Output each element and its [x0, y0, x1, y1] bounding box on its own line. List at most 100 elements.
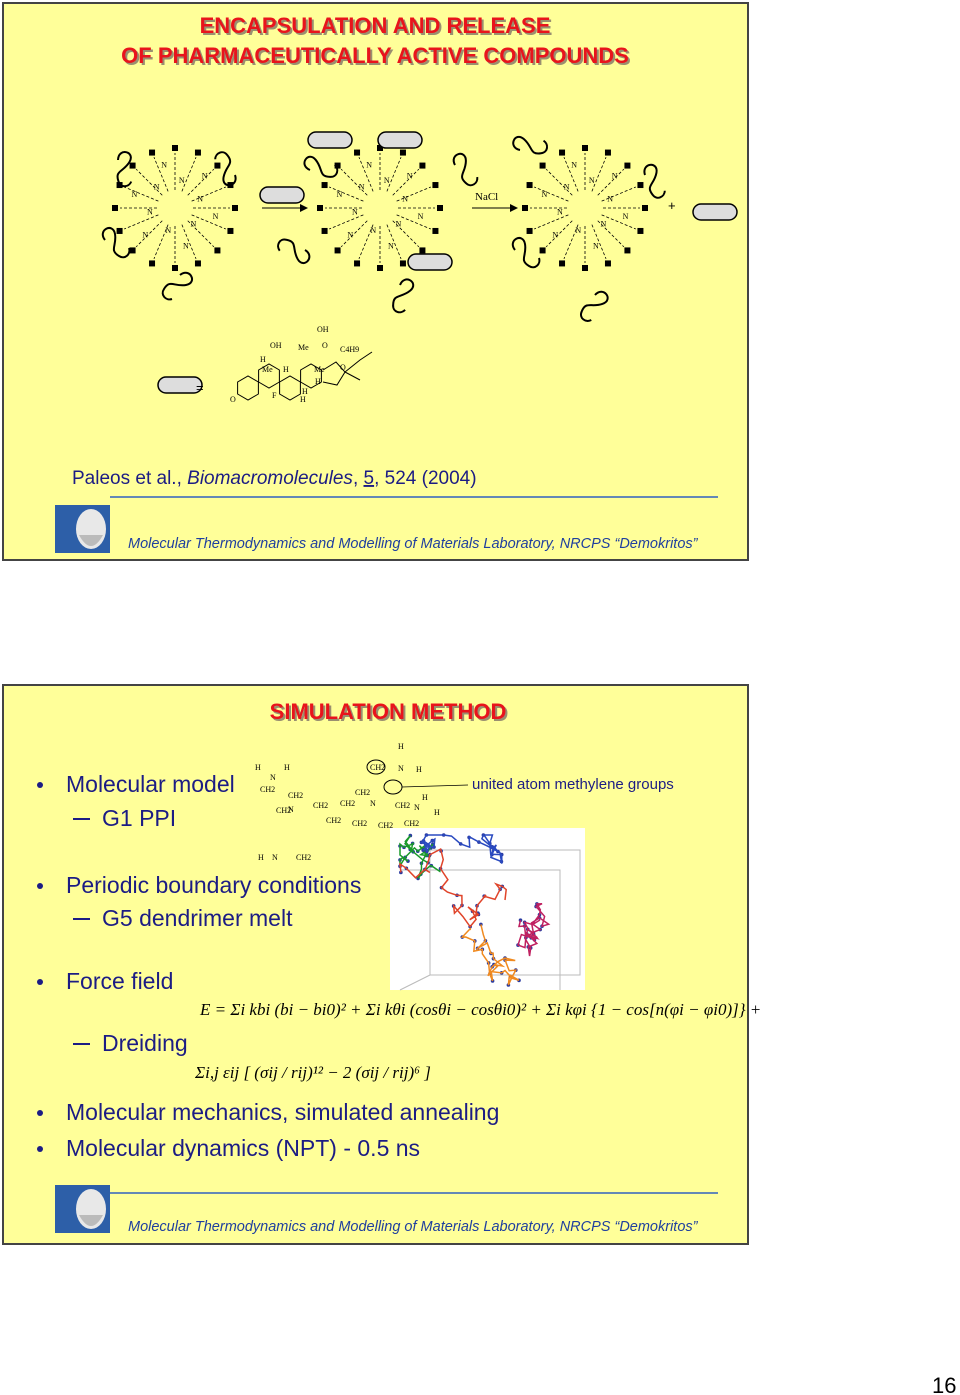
end-group	[642, 205, 648, 211]
chem-label: H	[416, 765, 422, 774]
chem-label: C4H9	[340, 345, 359, 354]
capsule	[157, 376, 203, 394]
branch	[597, 220, 625, 248]
slide-1	[2, 2, 749, 561]
slide-title-shadow: OF PHARMACEUTICALLY ACTIVE COMPOUNDS	[123, 45, 631, 70]
drug-molecule	[511, 237, 541, 269]
drug-molecule	[161, 271, 193, 301]
chem-label: N	[398, 764, 404, 773]
footer: Molecular Thermodynamics and Modelling o…	[128, 536, 699, 552]
end-group	[377, 265, 383, 271]
branch	[392, 168, 420, 196]
branch	[329, 214, 364, 230]
footer: Molecular Thermodynamics and Modelling o…	[128, 1219, 699, 1235]
equals: =	[196, 380, 204, 395]
branch	[153, 224, 169, 259]
atom-label: N	[564, 183, 570, 192]
plus: +	[668, 198, 676, 213]
capsule	[692, 203, 738, 221]
drug-molecule	[512, 136, 548, 155]
ref-rest: 524 (2004)	[385, 468, 477, 489]
drug-molecule	[303, 155, 339, 178]
chem-label: CH2	[276, 806, 291, 815]
atom-label: N	[557, 208, 563, 217]
end-group	[604, 260, 611, 267]
capsule	[407, 253, 453, 271]
simulation-image	[390, 828, 585, 990]
branch	[153, 157, 169, 192]
chem-label: H	[255, 763, 261, 772]
atom-label: N	[142, 231, 148, 240]
end-group	[522, 205, 528, 211]
chem-label: H	[258, 853, 264, 862]
chem-label: O	[340, 363, 346, 372]
atom-label: N	[589, 176, 595, 185]
end-group	[321, 227, 328, 234]
branch	[191, 186, 226, 202]
chem-label: CH2	[378, 821, 393, 830]
bullet	[37, 883, 43, 889]
chem-label: O	[322, 341, 328, 350]
end-group	[149, 149, 156, 156]
branch	[563, 224, 579, 259]
ring	[258, 363, 280, 389]
reference: Paleos et al., Biomacromolecules, 5, 524…	[72, 468, 477, 489]
atom-label: N	[418, 212, 424, 221]
branch	[181, 157, 197, 192]
chem-label: H	[302, 387, 308, 396]
atom-label: N	[607, 194, 613, 203]
atom-label: N	[132, 190, 138, 199]
chain	[399, 847, 507, 928]
end-group	[637, 227, 644, 234]
chem-label: CH2	[352, 819, 367, 828]
chem-label: H	[434, 808, 440, 817]
atom-label: N	[190, 219, 196, 228]
atom-label: N	[202, 171, 208, 180]
atom-label: N	[154, 183, 160, 192]
chem-label: H	[398, 742, 404, 751]
equation: E = Σi kbi (bi − bi0)² + Σi kθi (cosθi −…	[199, 1000, 761, 1019]
chem-label: CH2	[395, 801, 410, 810]
end-group	[354, 260, 361, 267]
end-group	[116, 227, 123, 234]
atom-label: N	[388, 242, 394, 251]
end-group	[419, 247, 426, 254]
chem-label: H	[283, 365, 289, 374]
branch	[396, 186, 431, 202]
chem-label: CH2	[404, 819, 419, 828]
chem-label: Me	[298, 343, 309, 352]
end-group	[129, 247, 136, 254]
end-group	[334, 247, 341, 254]
bullet-text: Molecular dynamics (NPT) - 0.5 ns	[66, 1135, 420, 1161]
slide-title-shadow: SIMULATION METHOD	[272, 701, 509, 726]
end-group	[334, 162, 341, 169]
branch	[534, 186, 569, 202]
sub-bullet: Dreiding	[102, 1030, 188, 1056]
chem-label: OH	[270, 341, 282, 350]
end-group	[214, 162, 221, 169]
end-group	[582, 145, 588, 151]
reagent: NaCl	[475, 191, 498, 203]
branch	[358, 157, 374, 192]
atom-label: N	[407, 171, 413, 180]
branch	[563, 157, 579, 192]
end-group	[399, 149, 406, 156]
slide-title: OF PHARMACEUTICALLY ACTIVE COMPOUNDS	[121, 43, 629, 68]
pointer	[401, 784, 469, 788]
branch	[124, 214, 159, 230]
end-group	[637, 182, 644, 189]
chem-label: H	[422, 793, 428, 802]
atom-label: N	[395, 219, 401, 228]
atom-label: N	[197, 194, 203, 203]
branch	[135, 168, 163, 196]
atom-label: N	[542, 190, 548, 199]
bullet-text: Periodic boundary conditions	[66, 872, 361, 898]
end-group	[526, 182, 533, 189]
end-group	[232, 205, 238, 211]
branch	[181, 224, 197, 259]
chem-label: CH2	[260, 785, 275, 794]
chem-label: CH2	[313, 801, 328, 810]
atom-label: N	[612, 171, 618, 180]
atom-label: N	[165, 226, 171, 235]
chem-label: Me	[262, 365, 273, 374]
